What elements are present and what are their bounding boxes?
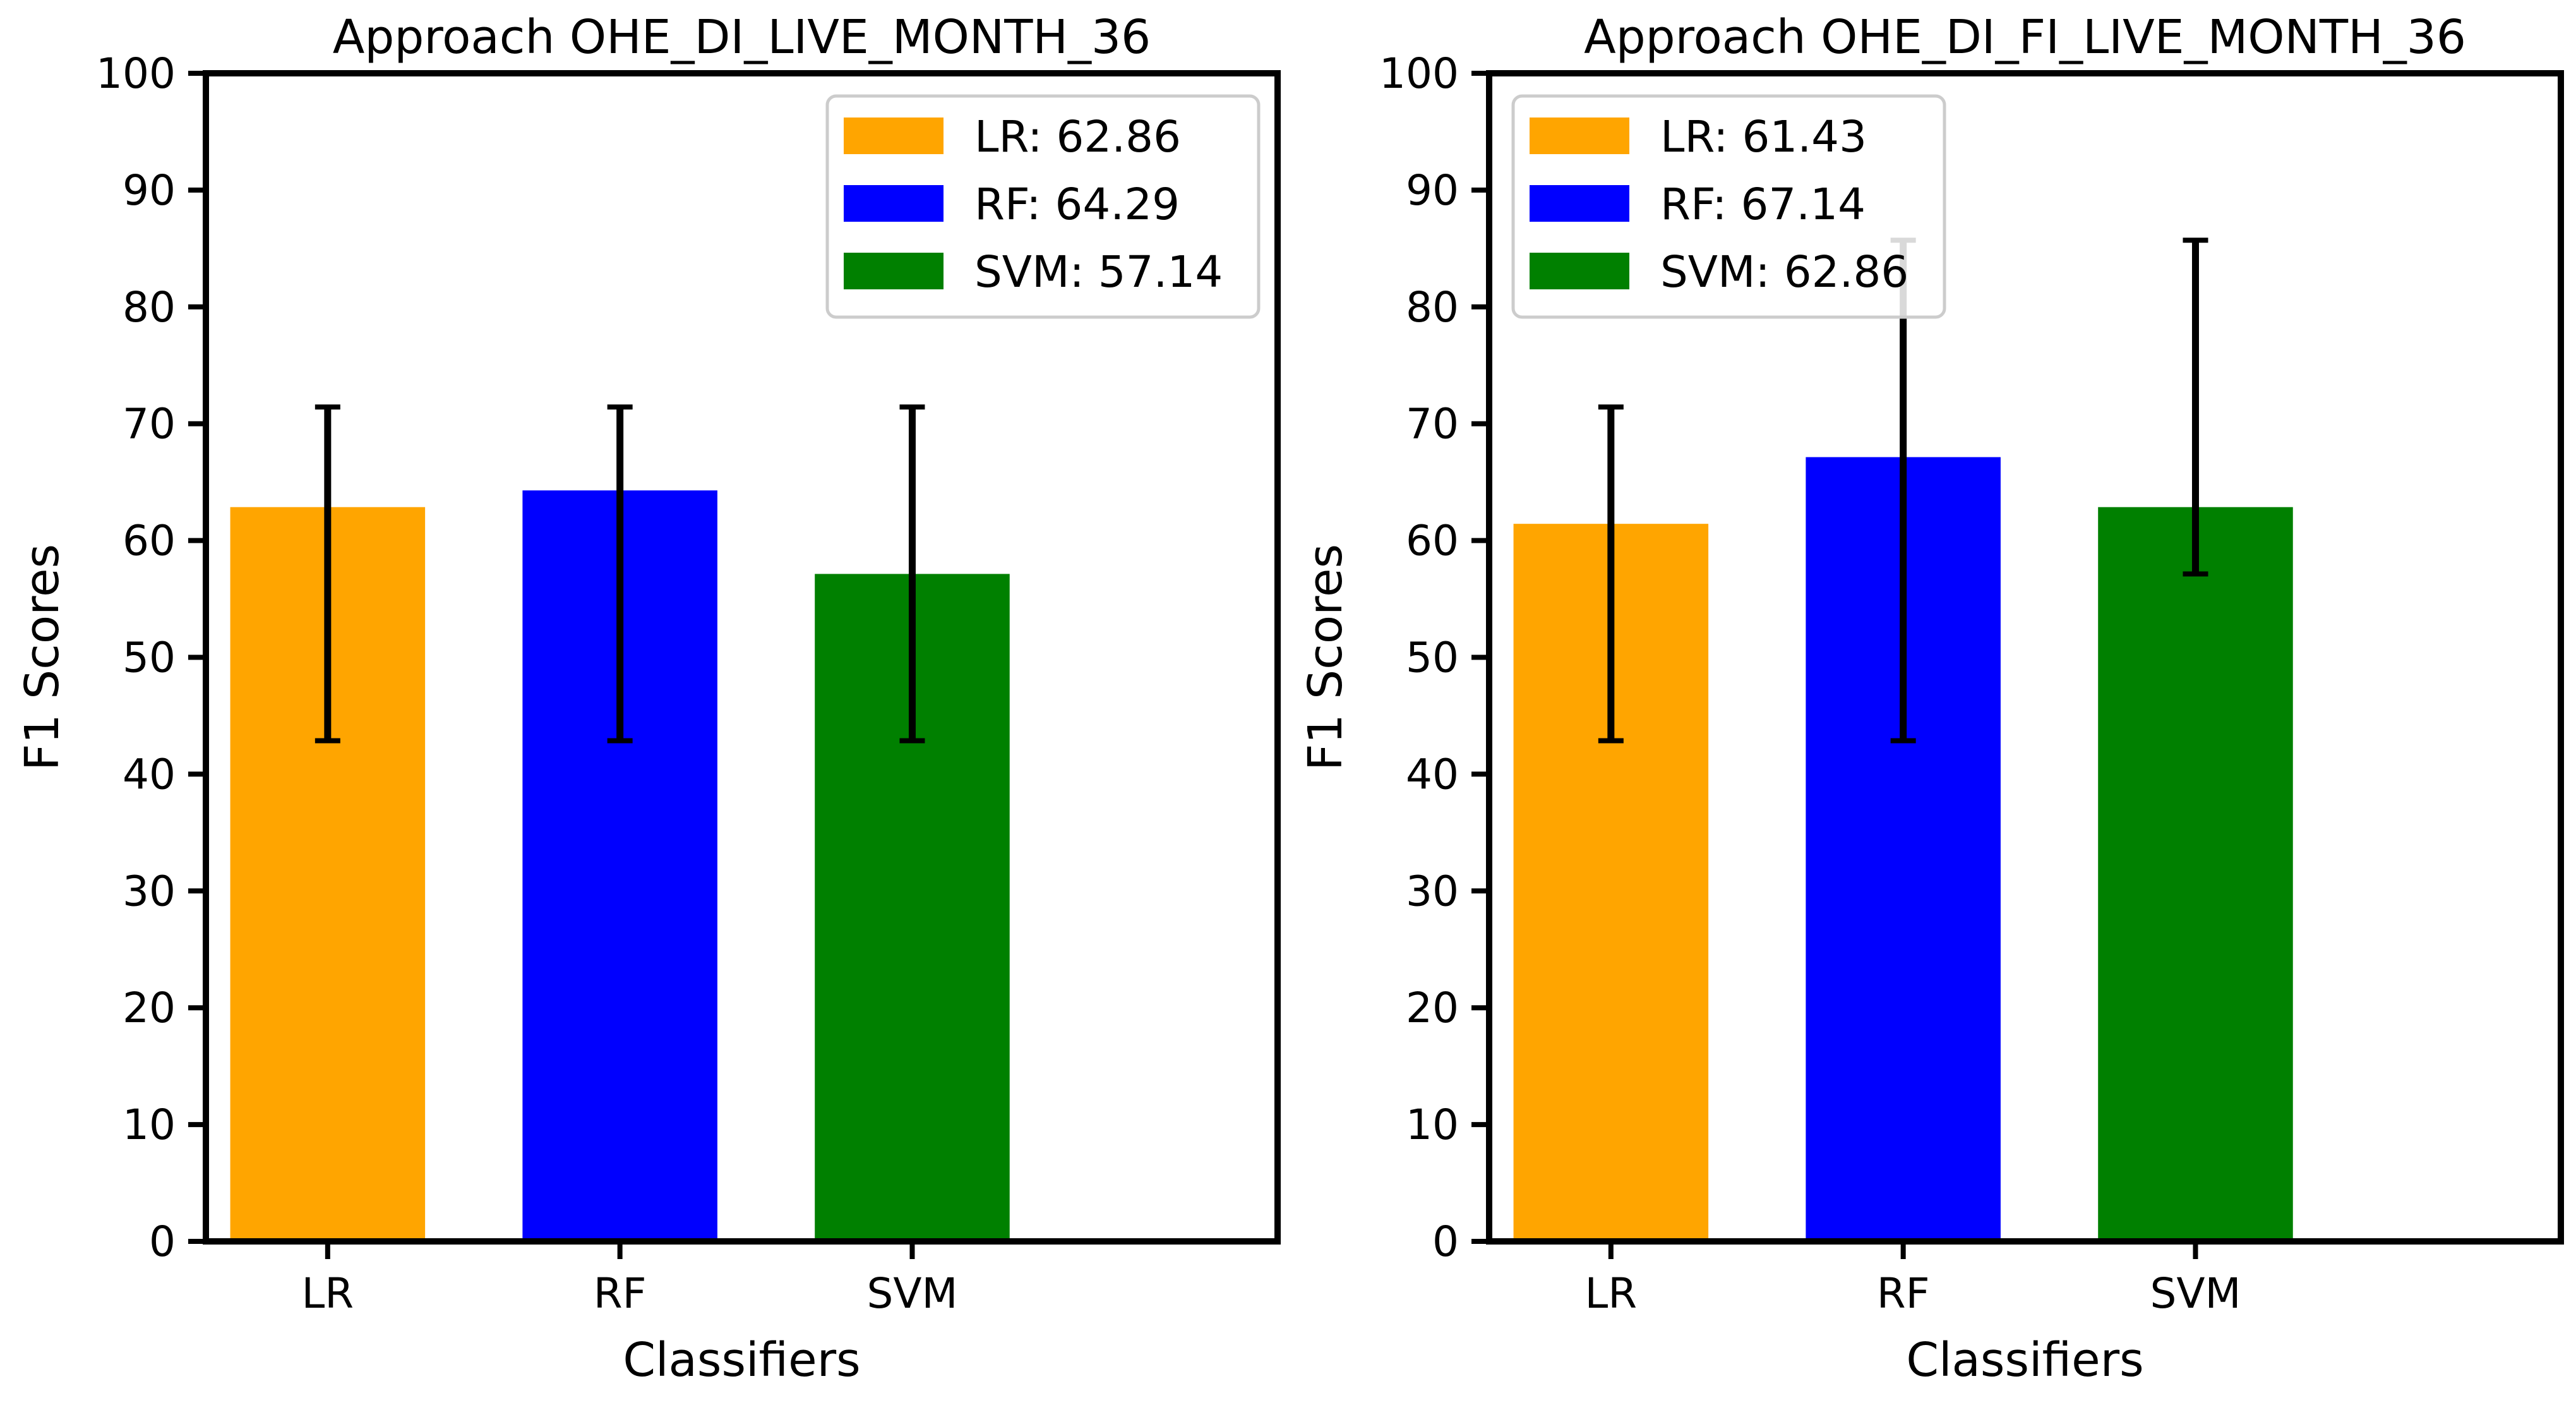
y-tick-label: 50 bbox=[1406, 634, 1459, 682]
legend-swatch-svm bbox=[844, 253, 944, 289]
legend-swatch-rf bbox=[1530, 185, 1629, 222]
y-tick-label: 50 bbox=[123, 634, 176, 682]
error-bar-svm bbox=[899, 404, 925, 744]
x-tick-label: LR bbox=[302, 1269, 354, 1318]
y-tick-label: 60 bbox=[123, 517, 176, 565]
y-tick-label: 10 bbox=[1406, 1100, 1459, 1149]
y-tick-label: 0 bbox=[149, 1217, 176, 1266]
y-tick-label: 80 bbox=[1406, 283, 1459, 332]
legend-label-svm: SVM: 62.86 bbox=[1660, 247, 1908, 298]
error-bar-lr bbox=[315, 404, 340, 744]
y-tick-label: 10 bbox=[123, 1100, 176, 1149]
y-tick-label: 40 bbox=[123, 750, 176, 799]
bar-svm bbox=[2098, 507, 2293, 1241]
y-tick-label: 20 bbox=[1406, 984, 1459, 1032]
y-tick-label: 100 bbox=[1379, 49, 1459, 98]
x-tick-label: SVM bbox=[2150, 1269, 2241, 1318]
y-tick-label: 0 bbox=[1432, 1217, 1459, 1266]
x-tick-label: SVM bbox=[866, 1269, 957, 1318]
y-tick-label: 30 bbox=[123, 867, 176, 915]
y-tick-label: 40 bbox=[1406, 750, 1459, 799]
legend-swatch-rf bbox=[844, 185, 944, 222]
y-tick-label: 70 bbox=[1406, 400, 1459, 449]
y-axis-label: F1 Scores bbox=[15, 544, 69, 771]
y-tick-label: 80 bbox=[123, 283, 176, 332]
y-tick-label: 100 bbox=[96, 49, 176, 98]
legend-label-lr: LR: 61.43 bbox=[1660, 112, 1867, 162]
x-tick-label: RF bbox=[1877, 1269, 1930, 1318]
legend-swatch-lr bbox=[1530, 118, 1629, 154]
y-tick-label: 60 bbox=[1406, 517, 1459, 565]
legend-swatch-svm bbox=[1530, 253, 1629, 289]
error-bar-lr bbox=[1598, 404, 1624, 744]
legend-label-rf: RF: 67.14 bbox=[1660, 179, 1866, 230]
error-bar-rf bbox=[607, 404, 633, 744]
chart-title: Approach OHE_DI_FI_LIVE_MONTH_36 bbox=[1584, 10, 2466, 64]
y-tick-label: 20 bbox=[123, 984, 176, 1032]
error-bar-svm bbox=[2183, 238, 2208, 577]
y-tick-label: 30 bbox=[1406, 867, 1459, 915]
y-tick-label: 90 bbox=[123, 166, 176, 215]
x-axis-label: Classifiers bbox=[623, 1333, 860, 1387]
legend-label-svm: SVM: 57.14 bbox=[974, 247, 1223, 298]
legend: LR: 62.86 RF: 64.29 SVM: 57.14 bbox=[825, 94, 1261, 319]
y-tick-label: 70 bbox=[123, 400, 176, 449]
legend-label-lr: LR: 62.86 bbox=[974, 112, 1181, 162]
y-axis-label: F1 Scores bbox=[1298, 544, 1353, 771]
chart-panel-2: 0 10 20 30 40 50 60 70 80 90 100 LR RF SVM Approach OH… bbox=[1298, 10, 2564, 1387]
legend: LR: 61.43 RF: 67.14 SVM: 62.86 bbox=[1511, 94, 1946, 319]
x-tick-label: RF bbox=[594, 1269, 647, 1318]
legend-swatch-lr bbox=[844, 118, 944, 154]
chart-title: Approach OHE_DI_LIVE_MONTH_36 bbox=[333, 10, 1151, 64]
legend-label-rf: RF: 64.29 bbox=[974, 179, 1180, 230]
chart-panel-1: 0 10 20 30 40 50 60 70 80 90 100 LR RF SVM Approach OH… bbox=[15, 10, 1281, 1387]
x-axis-label: Classifiers bbox=[1906, 1333, 2143, 1387]
x-tick-label: LR bbox=[1585, 1269, 1638, 1318]
y-tick-label: 90 bbox=[1406, 166, 1459, 215]
